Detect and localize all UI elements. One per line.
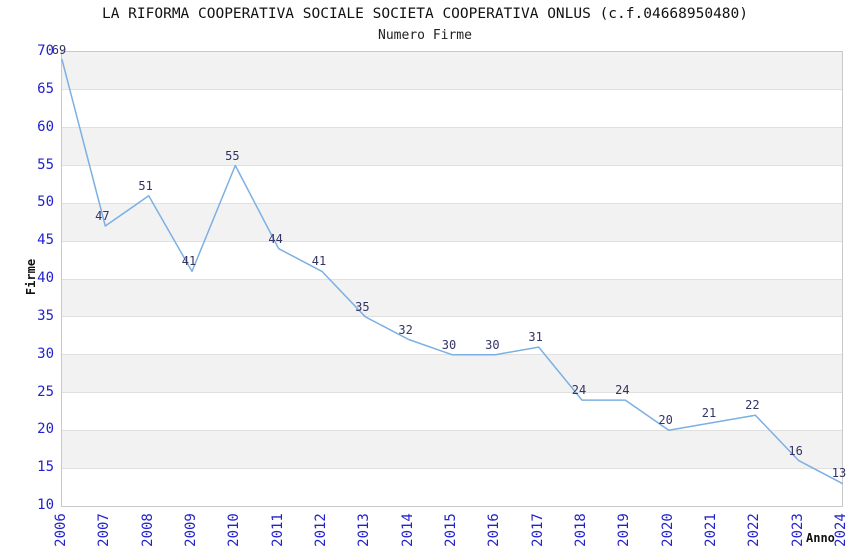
data-point-label: 31 [528,330,543,345]
x-tick-label: 2017 [529,513,546,547]
x-tick-label: 2018 [573,513,589,547]
x-tick-label: 2015 [443,513,459,547]
gridline [62,240,842,242]
x-tick-label: 2007 [96,513,113,547]
y-tick-label: 70 [37,43,54,59]
background-band [62,354,842,393]
gridline [62,165,842,166]
data-point-label: 21 [701,405,717,420]
data-point-label: 16 [788,443,803,458]
x-tick-label: 2011 [269,513,286,547]
y-tick-label: 60 [37,118,54,135]
background-band [62,52,842,90]
y-axis-title: Firme [24,258,38,296]
x-tick-label: 2019 [616,513,633,547]
data-point-label: 20 [658,413,673,428]
data-point-label: 35 [355,299,370,314]
y-tick-label: 35 [37,307,54,324]
chart-title: LA RIFORMA COOPERATIVA SOCIALE SOCIETA C… [101,6,748,22]
data-point-label: 24 [615,383,630,398]
data-point-label: 51 [138,178,153,193]
y-tick-label: 55 [37,156,54,173]
background-band [62,430,842,469]
data-point-label: 41 [311,254,327,269]
background-band [62,127,842,166]
data-point-label: 55 [225,148,240,163]
x-tick-label: 2022 [746,513,763,547]
data-point-label: 30 [441,337,457,352]
x-axis-title: Anno [806,531,835,545]
data-point-label: 22 [745,398,760,413]
y-tick-label: 20 [37,421,54,438]
y-tick-label: 15 [37,459,54,476]
gridline [62,127,842,129]
y-tick-label: 45 [37,232,54,249]
data-point-label: 41 [181,254,197,269]
x-tick-label: 2023 [789,513,806,547]
y-tick-label: 25 [37,383,54,400]
data-point-label: 44 [268,231,283,246]
series-line [61,58,843,485]
data-point-label: 47 [95,209,110,224]
gridline [62,316,842,318]
x-tick-label: 2021 [703,513,719,547]
x-tick-label: 2008 [139,513,156,547]
background-band [62,279,842,317]
data-point-label: 30 [485,337,500,352]
gridline [62,429,842,431]
y-tick-label: 10 [37,497,54,513]
gridline [62,202,842,204]
gridline [62,467,842,469]
x-tick-label: 2013 [356,513,373,547]
data-point-label: 24 [571,383,587,398]
x-tick-label: 2012 [313,513,329,547]
series-line-svg [61,58,843,485]
background-band [62,203,842,242]
plot-area: 69 47 51 41 55 44 41 35 32 30 30 31 24 24 20 21 22 16 13 [52,44,847,507]
y-tick-label: 40 [37,270,54,286]
y-tick-label: 65 [37,80,54,97]
x-tick-label: 2010 [226,513,243,547]
x-tick-label: 2006 [53,513,69,547]
x-tick-label: 2020 [659,513,676,547]
y-tick-label: 50 [37,194,54,211]
gridline [62,89,842,91]
gridline [62,278,842,280]
x-tick-label: 2009 [183,513,199,547]
y-tick-label: 30 [37,345,54,362]
x-tick-label: 2014 [399,513,416,547]
gridline [62,392,842,393]
chart-subtitle: Numero Firme [378,28,472,43]
x-tick-label: 2016 [486,513,503,547]
data-point-label: 32 [398,322,413,337]
x-tick-label: 2024 [833,513,849,547]
data-point-label: 69 [51,42,67,57]
data-point-label: 13 [831,466,847,481]
